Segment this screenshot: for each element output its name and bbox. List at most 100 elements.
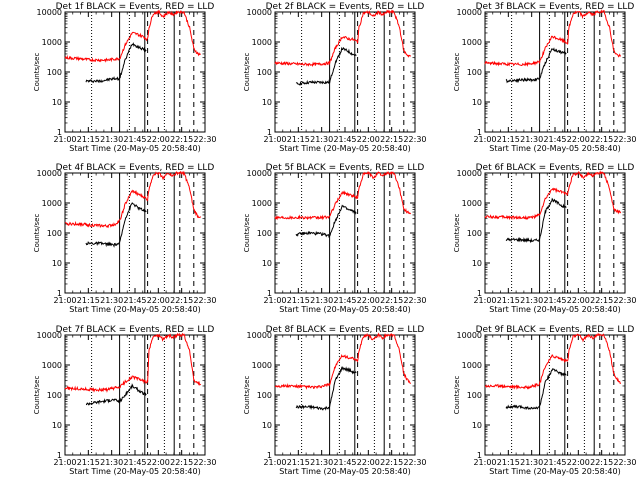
y-tick-label: 1 — [477, 128, 482, 137]
plot-frame — [484, 334, 626, 456]
x-tick-label: 21:00 — [53, 458, 76, 467]
y-tick-label: 10000 — [457, 331, 482, 340]
series-lld-line — [274, 170, 411, 221]
panel-det-8: Det 8f BLACK = Events, RED = LLD 1 10 100 10… — [243, 325, 427, 476]
x-tick-label: 21:45 — [543, 458, 566, 467]
y-axis-label: Counts/sec — [243, 53, 251, 92]
panel-title: Det 3f BLACK = Events, RED = LLD — [476, 2, 635, 12]
x-tick-label: 21:15 — [287, 296, 310, 305]
series-events-line — [505, 367, 567, 410]
x-tick-label: 21:15 — [497, 296, 520, 305]
plot-frame — [64, 334, 206, 456]
y-tick-label: 10000 — [247, 8, 272, 17]
x-axis-label: Start Time (20-May-05 20:58:40) — [489, 144, 620, 153]
y-tick-label: 1 — [57, 451, 62, 460]
x-tick-label: 22:30 — [403, 458, 426, 467]
y-tick-label: 100 — [467, 229, 482, 238]
panel-det-3: Det 3f BLACK = Events, RED = LLD 1 10 100 10… — [453, 2, 637, 153]
series-lld-line — [64, 9, 202, 63]
series-lld-line — [274, 9, 412, 67]
x-tick-label: 21:15 — [77, 296, 100, 305]
panel-det-6: Det 6f BLACK = Events, RED = LLD 1 10 100 10… — [453, 163, 637, 314]
x-axis-label: Start Time (20-May-05 20:58:40) — [279, 467, 410, 476]
panel-det-7: Det 7f BLACK = Events, RED = LLD 1 10 100 10… — [33, 325, 217, 476]
y-tick-label: 1 — [477, 451, 482, 460]
x-tick-label: 21:15 — [77, 458, 100, 467]
y-tick-label: 100 — [467, 68, 482, 77]
x-tick-label: 21:45 — [123, 458, 146, 467]
panel-title: Det 5f BLACK = Events, RED = LLD — [266, 163, 425, 173]
y-tick-label: 10000 — [457, 8, 482, 17]
x-tick-label: 21:00 — [473, 458, 496, 467]
x-tick-label: 21:30 — [310, 135, 333, 144]
panel-det-4: Det 4f BLACK = Events, RED = LLD 1 10 100 10… — [33, 163, 217, 314]
x-tick-label: 21:00 — [53, 296, 76, 305]
x-tick-label: 21:45 — [333, 296, 356, 305]
y-tick-label: 10 — [52, 421, 62, 430]
series-lld-line — [484, 9, 622, 67]
x-axis-label: Start Time (20-May-05 20:58:40) — [489, 305, 620, 314]
x-tick-label: 21:00 — [53, 135, 76, 144]
x-tick-label: 21:45 — [543, 135, 566, 144]
x-tick-label: 21:30 — [100, 135, 123, 144]
y-tick-label: 1000 — [252, 199, 272, 208]
x-axis-label: Start Time (20-May-05 20:58:40) — [279, 144, 410, 153]
y-tick-label: 1 — [267, 451, 272, 460]
y-tick-label: 10 — [262, 259, 272, 268]
y-tick-label: 1 — [57, 128, 62, 137]
plot-frame — [484, 172, 626, 294]
y-tick-label: 10 — [472, 259, 482, 268]
x-tick-label: 22:30 — [613, 296, 636, 305]
x-tick-label: 22:15 — [170, 135, 193, 144]
x-tick-label: 22:00 — [567, 458, 590, 467]
x-tick-label: 21:45 — [333, 135, 356, 144]
y-tick-label: 100 — [47, 391, 62, 400]
x-axis-label: Start Time (20-May-05 20:58:40) — [489, 467, 620, 476]
x-tick-label: 22:15 — [380, 458, 403, 467]
y-tick-label: 100 — [257, 391, 272, 400]
x-tick-label: 21:15 — [287, 458, 310, 467]
y-axis-label: Counts/sec — [33, 53, 41, 92]
y-tick-label: 1000 — [462, 199, 482, 208]
x-tick-label: 22:00 — [357, 135, 380, 144]
y-tick-label: 100 — [47, 68, 62, 77]
x-tick-label: 22:15 — [170, 458, 193, 467]
x-tick-label: 22:30 — [193, 458, 216, 467]
y-axis-label: Counts/sec — [243, 214, 251, 253]
x-tick-label: 22:15 — [170, 296, 193, 305]
y-tick-label: 1000 — [252, 38, 272, 47]
series-events-line — [505, 197, 567, 244]
series-lld-line — [64, 332, 202, 393]
y-tick-label: 100 — [257, 68, 272, 77]
x-tick-label: 21:30 — [520, 135, 543, 144]
plot-frame — [274, 11, 416, 133]
x-tick-label: 22:30 — [403, 296, 426, 305]
x-tick-label: 21:15 — [287, 135, 310, 144]
x-tick-label: 22:30 — [193, 296, 216, 305]
series-events-line — [85, 42, 147, 84]
x-tick-label: 22:00 — [147, 135, 170, 144]
x-tick-label: 21:00 — [263, 296, 286, 305]
y-tick-label: 1 — [267, 128, 272, 137]
panel-title: Det 8f BLACK = Events, RED = LLD — [266, 325, 425, 335]
x-tick-label: 21:30 — [310, 296, 333, 305]
panel-title: Det 2f BLACK = Events, RED = LLD — [266, 2, 425, 12]
series-lld-line — [64, 170, 202, 229]
y-tick-label: 100 — [467, 391, 482, 400]
y-tick-label: 1 — [477, 289, 482, 298]
y-tick-label: 1000 — [42, 361, 62, 370]
x-tick-label: 22:15 — [380, 135, 403, 144]
x-tick-label: 21:30 — [100, 296, 123, 305]
panel-det-9: Det 9f BLACK = Events, RED = LLD 1 10 100 10… — [453, 325, 637, 476]
x-tick-label: 22:00 — [147, 296, 170, 305]
y-tick-label: 10 — [472, 98, 482, 107]
x-tick-label: 22:00 — [567, 135, 590, 144]
y-axis-label: Counts/sec — [243, 376, 251, 415]
x-tick-label: 21:30 — [310, 458, 333, 467]
y-tick-label: 1000 — [462, 361, 482, 370]
panel-title: Det 9f BLACK = Events, RED = LLD — [476, 325, 635, 335]
x-tick-label: 22:15 — [590, 296, 613, 305]
x-tick-label: 22:00 — [357, 458, 380, 467]
x-tick-label: 22:30 — [403, 135, 426, 144]
